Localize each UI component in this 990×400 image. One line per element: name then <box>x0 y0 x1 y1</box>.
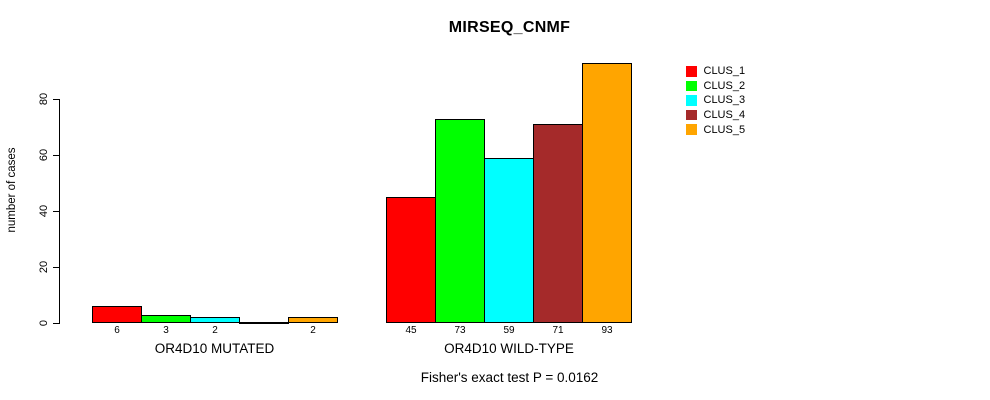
legend: CLUS_1 CLUS_2 CLUS_3 CLUS_4 CLUS_5 <box>686 64 745 137</box>
legend-item-clus-5: CLUS_5 <box>686 122 745 137</box>
bar-clus-1-mutated <box>92 306 142 323</box>
bar-clus-2-mutated <box>141 315 191 323</box>
bar-value-label-clus-2-wild-type: 73 <box>454 325 466 336</box>
legend-swatch-clus-2 <box>686 80 697 92</box>
bar-value-label-clus-3-mutated: 2 <box>212 325 218 336</box>
legend-label-clus-3: CLUS_3 <box>703 94 746 107</box>
bar-value-label-clus-3-wild-type: 59 <box>503 325 515 336</box>
y-tick-0 <box>53 323 60 324</box>
legend-swatch-clus-3 <box>686 95 697 106</box>
legend-label-clus-5: CLUS_5 <box>703 123 746 136</box>
bar-value-label-clus-1-mutated: 6 <box>114 325 120 336</box>
y-tick-label-20: 20 <box>38 260 50 274</box>
y-axis-label: number of cases <box>6 147 18 233</box>
bar-clus-3-wild-type <box>484 158 534 323</box>
y-tick-80 <box>53 99 60 100</box>
bar-clus-5-wild-type <box>582 63 632 323</box>
y-tick-20 <box>53 267 60 268</box>
legend-item-clus-4: CLUS_4 <box>686 108 745 123</box>
x-group-label-mutated: OR4D10 MUTATED <box>154 341 275 356</box>
chart-title: MIRSEQ_CNMF <box>448 19 571 36</box>
chart-subtitle: Fisher's exact test P = 0.0162 <box>420 370 599 385</box>
y-tick-40 <box>53 211 60 212</box>
bar-clus-4-wild-type <box>533 124 583 323</box>
bar-clus-2-wild-type <box>435 119 485 323</box>
legend-label-clus-2: CLUS_2 <box>703 79 746 92</box>
bar-value-label-clus-2-mutated: 3 <box>163 325 169 336</box>
bar-clus-4-mutated <box>239 322 289 324</box>
y-tick-label-40: 40 <box>38 204 50 218</box>
y-tick-60 <box>53 155 60 156</box>
legend-item-clus-3: CLUS_3 <box>686 93 745 108</box>
legend-label-clus-1: CLUS_1 <box>703 65 746 78</box>
y-tick-label-60: 60 <box>38 148 50 162</box>
legend-swatch-clus-4 <box>686 109 697 121</box>
bar-value-label-clus-5-mutated: 2 <box>310 325 316 336</box>
legend-item-clus-2: CLUS_2 <box>686 79 745 94</box>
bar-value-label-clus-1-wild-type: 45 <box>405 325 417 336</box>
bar-clus-5-mutated <box>288 317 338 323</box>
legend-swatch-clus-1 <box>686 66 697 77</box>
bar-value-label-clus-5-wild-type: 93 <box>601 325 613 336</box>
x-group-label-wild-type: OR4D10 WILD-TYPE <box>444 341 574 356</box>
y-tick-label-0: 0 <box>38 319 50 327</box>
y-tick-label-80: 80 <box>38 92 50 106</box>
legend-item-clus-1: CLUS_1 <box>686 64 745 79</box>
legend-label-clus-4: CLUS_4 <box>703 109 746 122</box>
legend-swatch-clus-5 <box>686 124 697 135</box>
bar-value-label-clus-4-wild-type: 71 <box>552 325 564 336</box>
bar-clus-3-mutated <box>190 317 240 323</box>
bar-clus-1-wild-type <box>386 197 436 323</box>
